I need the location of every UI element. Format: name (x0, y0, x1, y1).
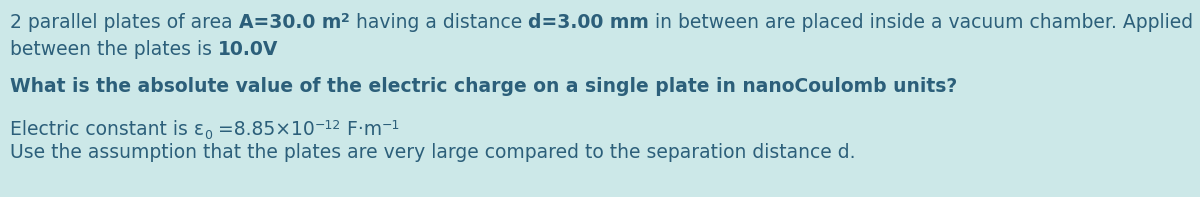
Text: in between are placed inside a vacuum chamber. Applied potential difference: in between are placed inside a vacuum ch… (649, 13, 1200, 32)
Text: 10.0V: 10.0V (218, 40, 278, 59)
Text: A=30.0 m: A=30.0 m (239, 13, 341, 32)
Text: 0: 0 (204, 129, 212, 142)
Text: d=3.00 mm: d=3.00 mm (528, 13, 649, 32)
Text: =8.85×10: =8.85×10 (212, 120, 314, 139)
Text: Use the assumption that the plates are very large compared to the separation dis: Use the assumption that the plates are v… (10, 143, 856, 162)
Text: 2: 2 (341, 12, 349, 25)
Text: between the plates is: between the plates is (10, 40, 218, 59)
Text: Electric constant is ε: Electric constant is ε (10, 120, 204, 139)
Text: What is the absolute value of the electric charge on a single plate in nanoCoulo: What is the absolute value of the electr… (10, 77, 958, 96)
Text: F·m: F·m (341, 120, 382, 139)
Text: having a distance: having a distance (349, 13, 528, 32)
Text: −12: −12 (314, 119, 341, 132)
Text: 2 parallel plates of area: 2 parallel plates of area (10, 13, 239, 32)
Text: −1: −1 (382, 119, 401, 132)
